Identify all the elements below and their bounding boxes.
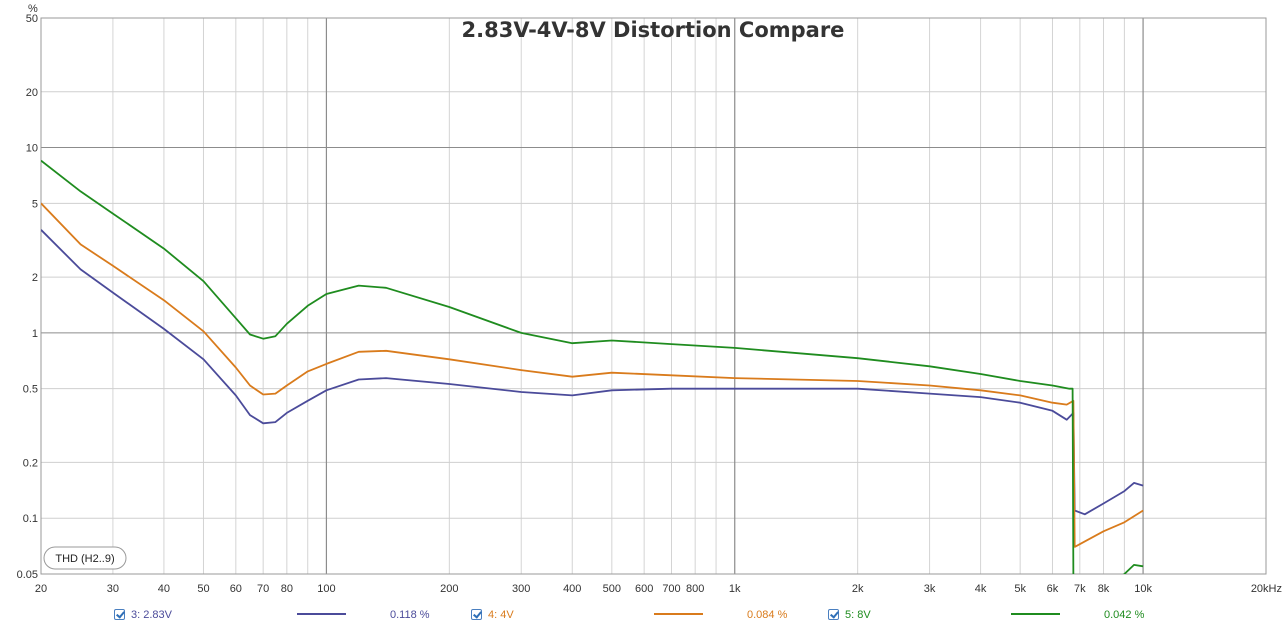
x-tick-label: 30	[107, 583, 119, 595]
legend-checkbox-2[interactable]	[471, 609, 482, 620]
plot-frame	[40, 17, 1267, 575]
x-tick-label: 10k	[1134, 583, 1152, 595]
legend-series-name-3: 5: 8V	[845, 609, 871, 621]
x-tick-label: 500	[603, 583, 621, 595]
y-tick-label: 0.05	[17, 569, 38, 581]
y-tick-label: 50	[26, 13, 38, 25]
chart-title: 2.83V-4V-8V Distortion Compare	[462, 18, 845, 42]
x-tick-label: 6k	[1047, 583, 1059, 595]
legend-checkbox-1[interactable]	[114, 609, 125, 620]
x-tick-label: 800	[686, 583, 704, 595]
thd-badge-label: THD (H2..9)	[55, 553, 114, 565]
x-tick-label: 600	[635, 583, 653, 595]
legend-readout-1: 0.118 %	[390, 609, 430, 621]
thd-badge: THD (H2..9)	[43, 546, 127, 570]
x-tick-label: 80	[281, 583, 293, 595]
grid-major	[41, 18, 1266, 574]
y-unit-label: %	[28, 3, 38, 15]
x-tick-label: 5k	[1014, 583, 1026, 595]
x-tick-label: 100	[317, 583, 335, 595]
y-tick-label: 1	[32, 328, 38, 340]
legend: 3: 2.83V 0.118 % 4: 4V 0.084 % 5: 8V 0.042 %	[131, 609, 1145, 621]
y-tick-label: 20	[26, 87, 38, 99]
x-tick-label: 400	[563, 583, 581, 595]
x-tick-label: 20	[35, 583, 47, 595]
x-tick-label: 2k	[852, 583, 864, 595]
x-tick-label: 7k	[1074, 583, 1086, 595]
series-line-1	[41, 229, 1144, 516]
x-tick-label: 300	[512, 583, 530, 595]
x-tick-label: 200	[440, 583, 458, 595]
y-tick-label: 0.5	[23, 384, 38, 396]
y-tick-label: 0.1	[23, 513, 38, 525]
y-tick-label: 0.2	[23, 457, 38, 469]
x-tick-label: 700	[662, 583, 680, 595]
x-tick-label: 8k	[1098, 583, 1110, 595]
x-tick-label: 4k	[975, 583, 987, 595]
series-layer	[41, 159, 1144, 574]
x-tick-label: 50	[197, 583, 209, 595]
series-line-3	[41, 159, 1144, 574]
x-tick-label: 60	[230, 583, 242, 595]
legend-checkbox-3[interactable]	[828, 609, 839, 620]
x-tick-label: 70	[257, 583, 269, 595]
y-tick-label: 10	[26, 143, 38, 155]
y-tick-label: 2	[32, 272, 38, 284]
legend-series-name-2: 4: 4V	[488, 609, 514, 621]
x-tick-label: 1k	[729, 583, 741, 595]
y-tick-labels: 50 20 10 5 2 1 0.5 0.2 0.1 0.05	[17, 13, 38, 581]
y-tick-label: 5	[32, 198, 38, 210]
legend-readout-3: 0.042 %	[1104, 609, 1145, 621]
legend-series-name-1: 3: 2.83V	[131, 609, 173, 621]
x-tick-label: 40	[158, 583, 170, 595]
x-tick-label: 3k	[924, 583, 936, 595]
x-tick-label: 20kHz	[1251, 583, 1282, 595]
legend-readout-2: 0.084 %	[747, 609, 788, 621]
x-tick-labels: 20 30 40 50 60 70 80 100 200 300 400 500 600 700 800 1k…	[35, 583, 1282, 595]
series-line-2	[41, 202, 1144, 548]
grid-minor	[41, 17, 1266, 575]
